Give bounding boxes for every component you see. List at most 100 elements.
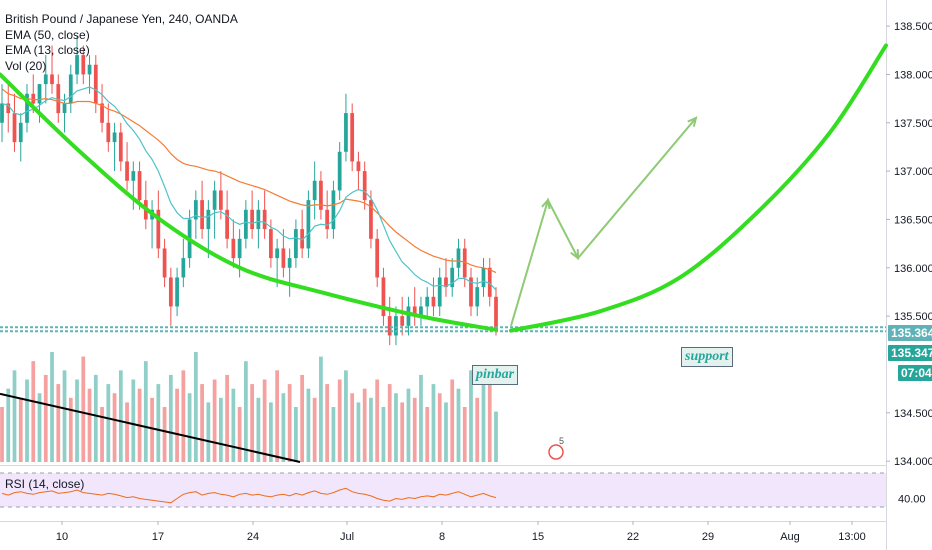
- volume-bar: [118, 370, 123, 462]
- price-tick-label: 137.500: [894, 118, 932, 130]
- candle-body: [312, 180, 317, 201]
- candle-body: [118, 132, 123, 162]
- price-tick-label: 137.000: [894, 166, 932, 178]
- volume-bar: [456, 388, 461, 462]
- volume-bar: [0, 407, 4, 462]
- ema13-legend[interactable]: EMA (13, close): [5, 43, 90, 57]
- last-price-badge: 135.347: [888, 345, 932, 361]
- candle-body: [93, 64, 98, 104]
- chart-legend: British Pound / Japanese Yen, 240, OANDA…: [5, 12, 238, 74]
- volume-bar: [181, 370, 186, 462]
- projection-arrow-1: [541, 197, 551, 210]
- candle-body: [412, 306, 417, 317]
- volume-bar: [462, 407, 467, 462]
- candle-body: [25, 93, 29, 123]
- volume-bar: [431, 384, 436, 462]
- price-tick-label: 138.000: [894, 69, 932, 81]
- volume-bar: [150, 397, 154, 462]
- volume-bar: [362, 388, 367, 462]
- volume-bar: [494, 411, 498, 462]
- volume-bar: [206, 402, 211, 462]
- candle-body: [356, 161, 361, 172]
- candle-body: [406, 306, 411, 326]
- volume-bar: [437, 393, 442, 462]
- volume-bar: [344, 370, 348, 462]
- candle-body: [494, 296, 498, 331]
- volume-bar: [487, 374, 492, 462]
- candle-body: [400, 316, 405, 326]
- time-tick-label: 17: [152, 531, 164, 543]
- candle-body: [487, 267, 492, 297]
- candles: [0, 35, 498, 346]
- volume-bar: [62, 370, 67, 462]
- volume-bar: [218, 397, 223, 462]
- price-tick-label: 134.500: [894, 408, 932, 420]
- candle-body: [68, 74, 73, 104]
- candle-body: [75, 55, 79, 75]
- ema13-line: [1, 86, 497, 291]
- candle-body: [231, 238, 236, 259]
- volume-bar: [68, 397, 73, 462]
- volume-bar: [350, 393, 355, 462]
- volume-bar: [237, 407, 242, 462]
- candle-body: [6, 103, 11, 114]
- candle-body: [225, 209, 229, 239]
- axes: 138.500 138.000 137.500 137.000 136.500 136.0…: [56, 21, 932, 543]
- candle-body: [156, 209, 161, 249]
- symbol-title[interactable]: British Pound / Japanese Yen, 240, OANDA: [5, 12, 238, 26]
- price-tick-label: 138.500: [894, 21, 932, 33]
- candle-body: [444, 277, 448, 288]
- volume-bar: [481, 384, 486, 462]
- ema50-legend[interactable]: EMA (50, close): [5, 27, 90, 42]
- volume-bar: [162, 407, 167, 462]
- volume-bar: [381, 407, 386, 462]
- volume-bar: [200, 384, 204, 462]
- candle-body: [100, 103, 104, 123]
- candle-body: [31, 93, 36, 104]
- candle-body: [212, 190, 217, 210]
- volume-bar: [212, 379, 217, 462]
- candle-body: [431, 296, 436, 307]
- candle-body: [175, 277, 179, 307]
- time-tick-label: 8: [439, 531, 445, 543]
- candle-body: [306, 200, 311, 249]
- volume-bar: [25, 379, 29, 462]
- volume-bar: [18, 397, 23, 462]
- volume-bar: [193, 352, 198, 462]
- candle-body: [462, 248, 467, 278]
- time-tick-label: 10: [56, 531, 68, 543]
- volume-bar: [100, 407, 104, 462]
- candle-body: [18, 122, 23, 143]
- candle-body: [419, 306, 423, 317]
- candle-body: [294, 229, 298, 259]
- candle-body: [43, 74, 48, 85]
- volume-bar: [37, 393, 42, 462]
- candle-body: [87, 64, 92, 75]
- economic-event-icon: [548, 444, 564, 460]
- rounding-bottom-curve: [509, 43, 888, 333]
- volume-bar: [331, 407, 336, 462]
- rsi-legend[interactable]: RSI (14, close): [5, 477, 85, 491]
- volume-bar: [281, 393, 286, 462]
- projection-arrow-3: [687, 116, 698, 127]
- time-tick-label: Jul: [340, 531, 354, 543]
- drawings: 5: [0, 43, 888, 463]
- volume-bar: [143, 361, 148, 462]
- candle-body: [112, 132, 117, 143]
- volume-bar: [231, 388, 236, 462]
- volume-bar: [75, 379, 79, 462]
- volume-bar: [93, 374, 98, 462]
- support-label[interactable]: support: [681, 347, 733, 367]
- pinbar-label[interactable]: pinbar: [472, 365, 519, 385]
- volume-bar: [225, 374, 229, 462]
- volume-bar: [287, 384, 292, 462]
- candle-body: [137, 171, 142, 201]
- volume-bar: [31, 361, 36, 462]
- candle-body: [325, 209, 330, 230]
- candle-body: [256, 209, 261, 230]
- volume-bar: [406, 388, 411, 462]
- projection-path: [510, 117, 697, 327]
- volume-bar: [87, 388, 92, 462]
- volume-legend[interactable]: Vol (20): [5, 58, 47, 73]
